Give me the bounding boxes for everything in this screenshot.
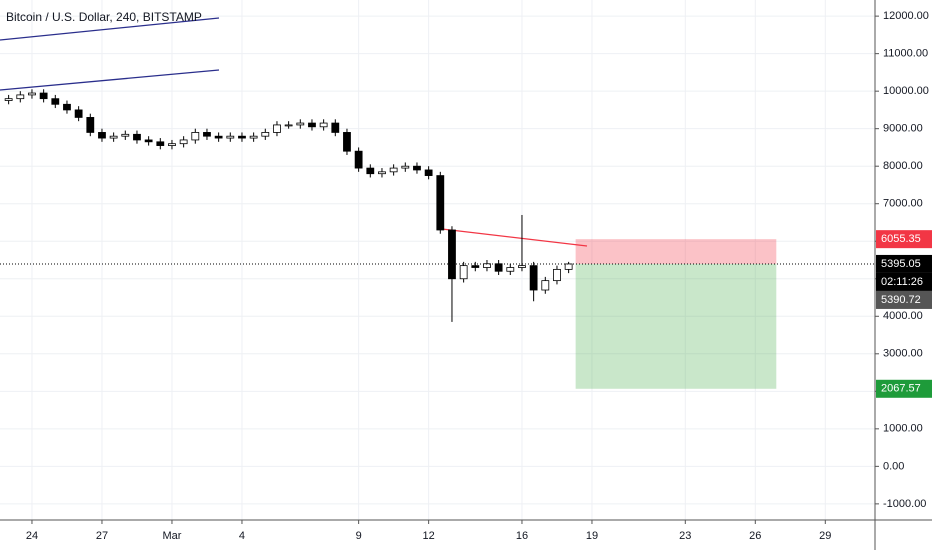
stop-label: 6055.35 xyxy=(881,233,921,245)
candle-body xyxy=(401,165,410,169)
candle-body xyxy=(133,133,141,141)
y-tick-label: 3000.00 xyxy=(883,348,923,360)
candle-body xyxy=(541,280,550,291)
y-tick-label: 11000.00 xyxy=(883,48,928,60)
x-tick-label: 24 xyxy=(26,530,38,542)
x-tick-label: 26 xyxy=(749,530,761,542)
candle-body xyxy=(459,265,468,280)
candle-body xyxy=(366,167,375,175)
candle-body xyxy=(39,92,48,100)
candle-body xyxy=(424,169,433,176)
x-tick-label: 4 xyxy=(239,530,245,542)
candle-body xyxy=(378,171,386,175)
y-tick-label: 1000.00 xyxy=(883,423,923,435)
candle-body xyxy=(28,92,36,96)
candle-body xyxy=(494,263,503,272)
candle-body xyxy=(74,109,83,118)
candle-body xyxy=(308,122,316,128)
candle-body xyxy=(179,139,188,145)
price-label: 5395.05 xyxy=(881,258,921,270)
candle-body xyxy=(471,265,480,268)
y-tick-label: -1000.00 xyxy=(883,498,926,510)
countdown: 02:11:26 xyxy=(881,276,923,288)
y-tick-label: 10000.00 xyxy=(883,85,929,97)
candle-body xyxy=(109,135,118,139)
x-tick-label: 27 xyxy=(96,530,108,542)
trend-line xyxy=(0,17,220,41)
candle-body xyxy=(191,132,200,141)
x-tick-label: 29 xyxy=(819,530,831,542)
candle-body xyxy=(389,167,398,173)
candle-body xyxy=(343,132,351,152)
candle-body xyxy=(156,141,165,146)
candle-body xyxy=(273,124,281,133)
y-tick-label: 0.00 xyxy=(883,460,904,472)
target-label: 2067.57 xyxy=(881,383,921,395)
candle-body xyxy=(284,124,293,127)
candle-body xyxy=(413,165,421,171)
x-tick-label: Mar xyxy=(162,530,181,542)
candle-body xyxy=(203,132,211,137)
other-price-bg xyxy=(876,290,932,309)
target-label-bg xyxy=(876,379,932,398)
stop-zone xyxy=(575,239,777,264)
candle-body xyxy=(553,268,561,282)
target-zone xyxy=(575,263,777,389)
candle-body xyxy=(226,135,235,139)
other-price-label: 5390.72 xyxy=(881,294,921,306)
stop-label-bg xyxy=(876,230,932,249)
trend-line xyxy=(0,69,220,91)
candle-body xyxy=(121,133,130,137)
candle-body xyxy=(448,229,456,280)
candle-body xyxy=(506,267,515,272)
candle-body xyxy=(63,103,71,111)
candle-body xyxy=(238,135,246,139)
y-tick-label: 8000.00 xyxy=(883,160,923,172)
candle-body xyxy=(518,265,526,268)
candle-body xyxy=(98,132,106,139)
x-tick-label: 23 xyxy=(679,530,691,542)
x-tick-label: 16 xyxy=(516,530,528,542)
candle-body xyxy=(261,132,270,137)
chart-title: Bitcoin / U.S. Dollar, 240, BITSTAMP xyxy=(6,10,202,24)
candle-body xyxy=(436,175,445,231)
candle-body xyxy=(168,143,176,146)
countdown-bg xyxy=(876,272,932,291)
y-tick-label: 12000.00 xyxy=(883,10,929,22)
candle-body xyxy=(564,263,573,270)
y-tick-label: 4000.00 xyxy=(883,310,923,322)
candle-body xyxy=(319,122,328,128)
candle-body xyxy=(296,122,305,126)
candle-body xyxy=(249,135,258,139)
candle-body xyxy=(51,98,60,105)
x-tick-label: 19 xyxy=(586,530,598,542)
candle-body xyxy=(4,98,13,101)
candle-body xyxy=(86,117,95,133)
candle-body xyxy=(529,265,538,291)
price-label-bg xyxy=(876,254,932,273)
trend-line xyxy=(441,228,588,247)
candle-body xyxy=(16,94,25,100)
x-tick-label: 9 xyxy=(356,530,362,542)
candle-body xyxy=(144,139,153,143)
candle-body xyxy=(214,135,223,139)
y-tick-label: 7000.00 xyxy=(883,198,923,210)
candle-body xyxy=(331,122,340,133)
candle-body xyxy=(354,150,363,169)
y-tick-label: 9000.00 xyxy=(883,123,923,135)
x-tick-label: 12 xyxy=(423,530,435,542)
